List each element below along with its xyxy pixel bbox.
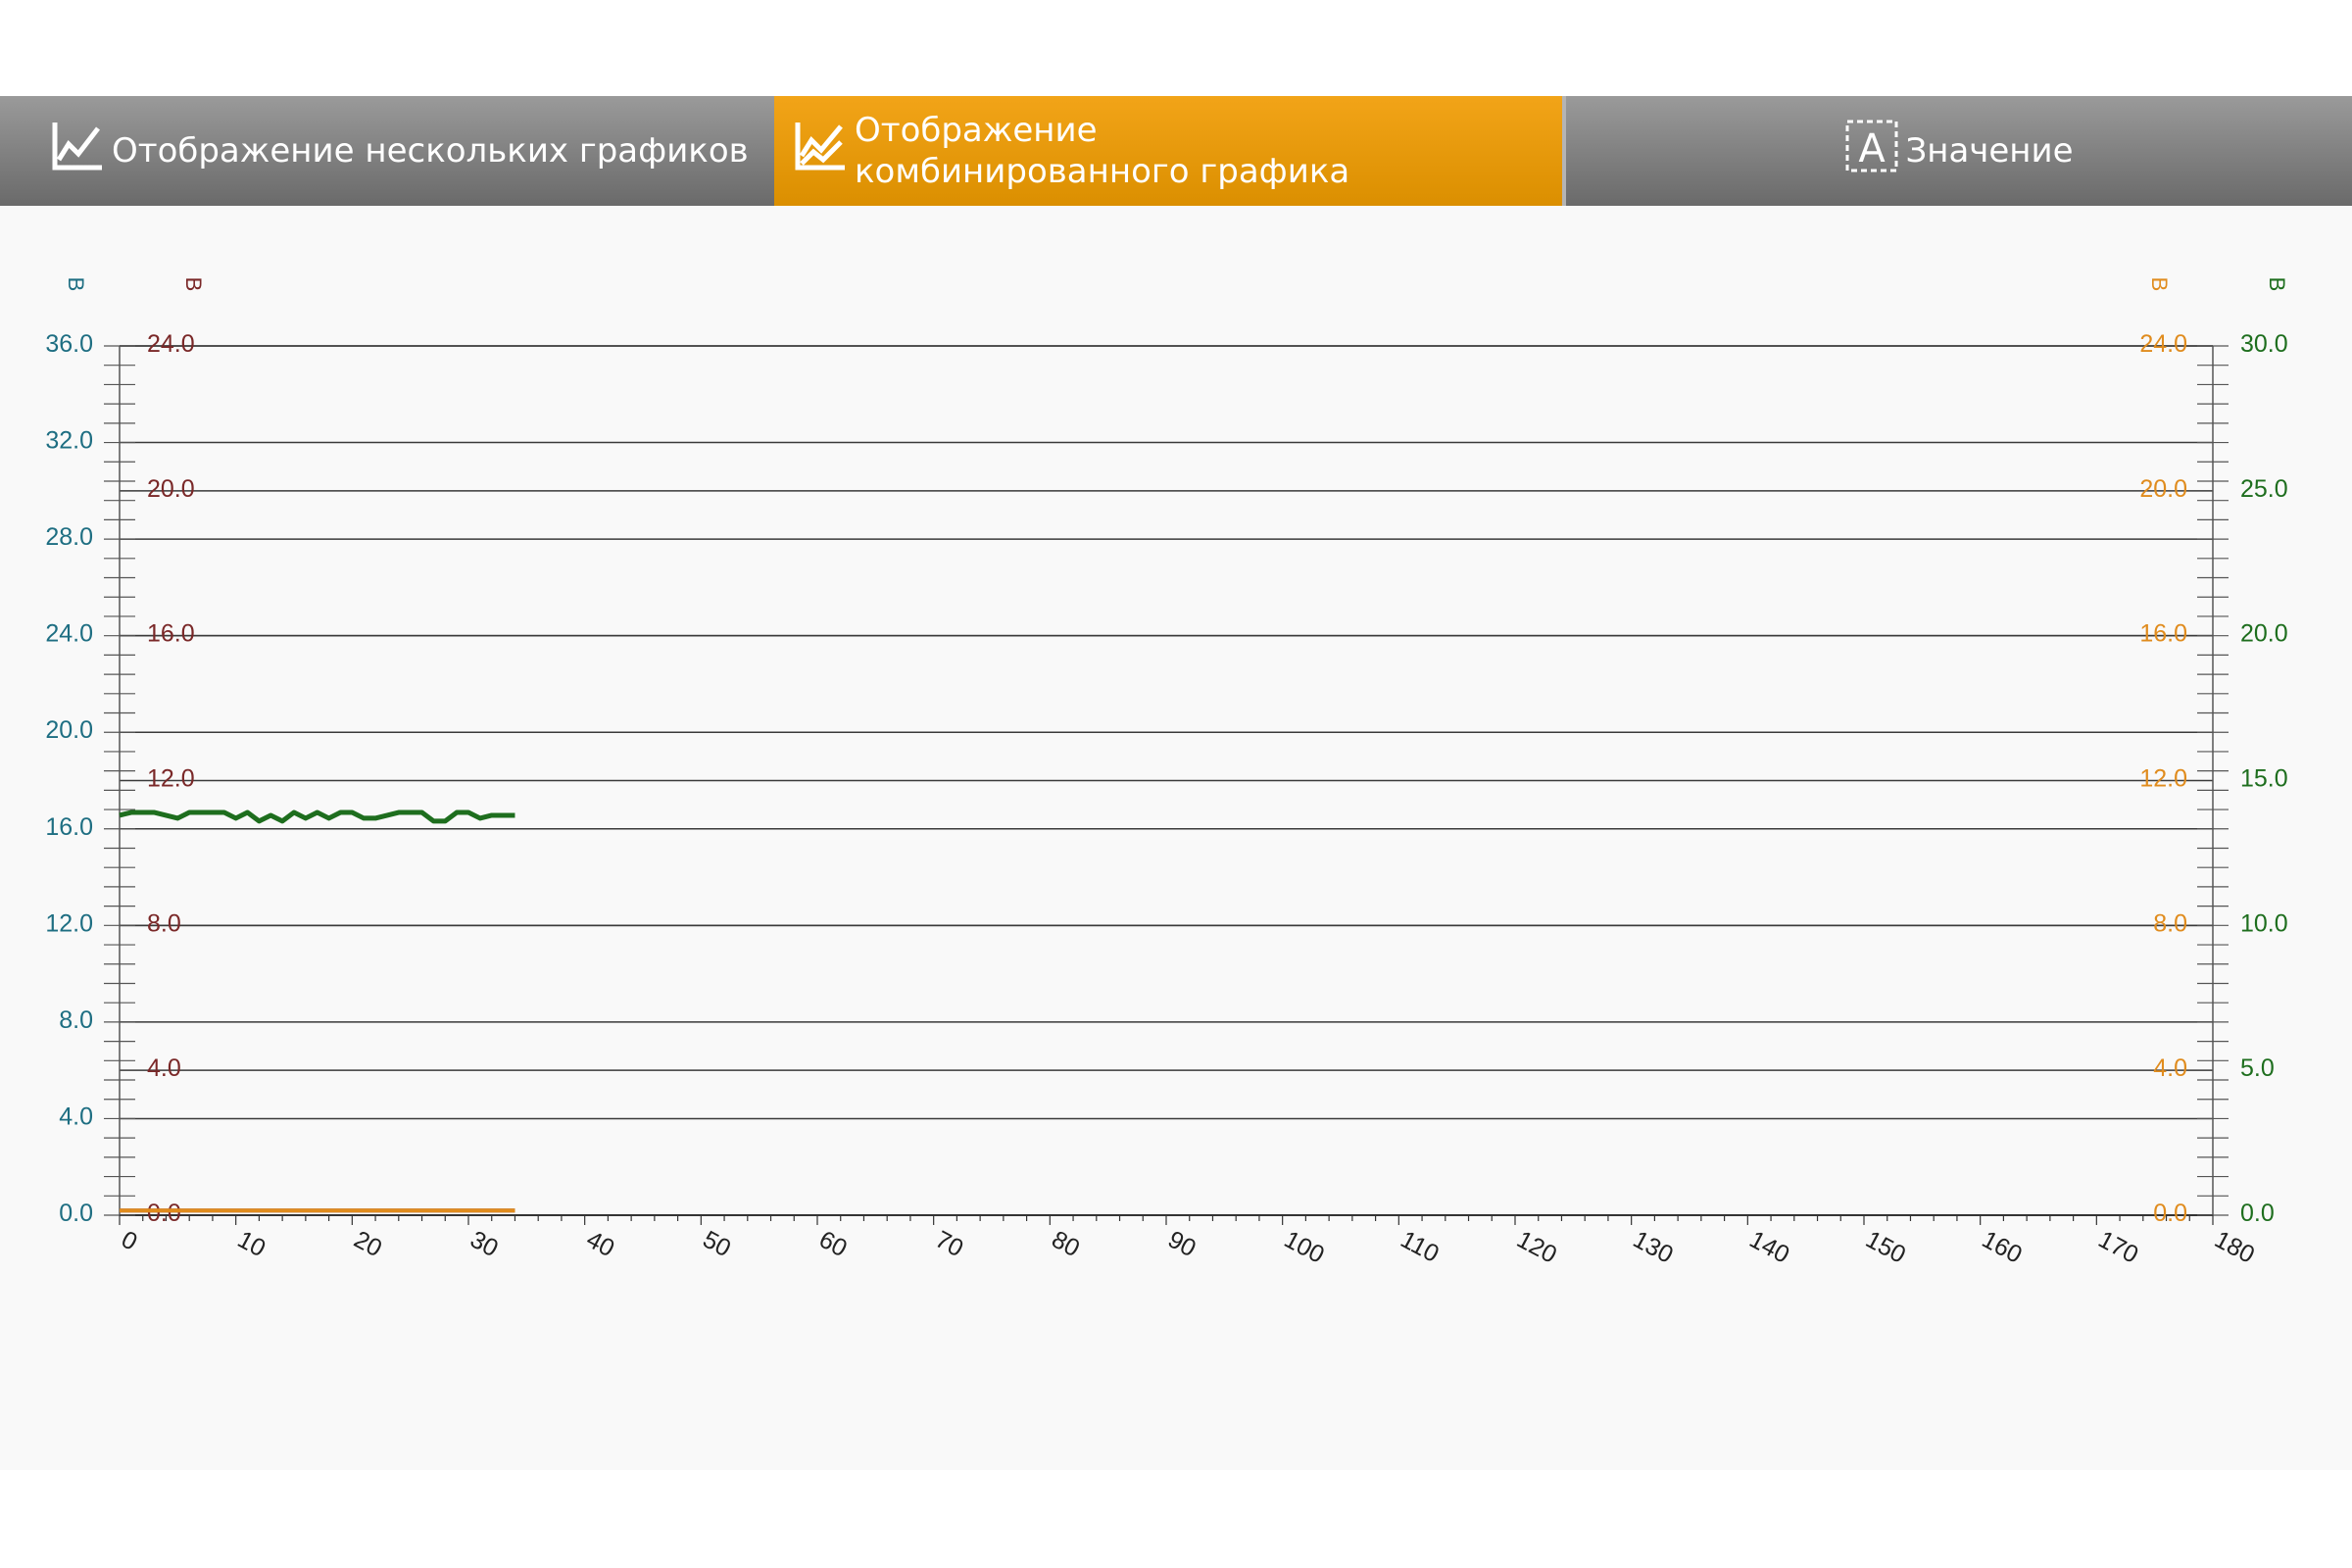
x-tick-label: 110 <box>1396 1226 1444 1268</box>
tab-divider <box>1562 96 1566 206</box>
y-tick-label: 16.0 <box>45 813 93 841</box>
chart-area: 0 10 20 30 40 50 60 70 80 90 100 110 120 130 140 150 160… <box>0 206 2352 1503</box>
y-tick-label: 24.0 <box>2139 330 2187 358</box>
x-tick-label: 160 <box>1978 1226 2027 1269</box>
y-tick-label: 8.0 <box>59 1006 93 1034</box>
y-tick-label: 20.0 <box>2139 475 2187 503</box>
tab-label: Значение <box>1905 131 2074 171</box>
y-axis-unit: В <box>64 277 88 292</box>
x-tick-label: 20 <box>350 1226 387 1263</box>
combined-chart-icon <box>792 119 855 183</box>
footer-space <box>0 1470 2352 1568</box>
y-tick-label: 12.0 <box>147 765 195 793</box>
y-tick-label: 0.0 <box>2240 1200 2275 1227</box>
y-tick-label: 12.0 <box>45 909 93 937</box>
x-tick-label: 40 <box>582 1226 619 1263</box>
y-tick-label: 36.0 <box>45 330 93 358</box>
svg-text:A: A <box>1859 126 1886 172</box>
y-tick-label: 16.0 <box>147 620 195 648</box>
y-axis-unit: В <box>181 277 206 292</box>
y-tick-label: 16.0 <box>2139 620 2187 648</box>
x-tick-label: 150 <box>1861 1226 1910 1269</box>
y-tick-label: 25.0 <box>2240 475 2288 503</box>
tab-label: Отображение нескольких графиков <box>112 131 749 171</box>
x-tick-label: 130 <box>1629 1226 1678 1269</box>
y-axis-unit: В <box>2265 277 2289 292</box>
y-tick-label: 20.0 <box>45 716 93 744</box>
tab-label: Отображение комбинированного графика <box>855 111 1350 191</box>
y-tick-label: 8.0 <box>2153 909 2187 937</box>
y-tick-label: 32.0 <box>45 427 93 455</box>
x-tick-label: 30 <box>466 1226 503 1263</box>
x-tick-label: 10 <box>233 1226 270 1263</box>
x-tick-label: 80 <box>1048 1226 1085 1263</box>
y-tick-label: 20.0 <box>2240 620 2288 648</box>
y-tick-label: 15.0 <box>2240 765 2288 793</box>
x-tick-label: 50 <box>699 1226 736 1263</box>
y-tick-label: 0.0 <box>147 1200 181 1227</box>
x-tick-label: 170 <box>2094 1226 2143 1269</box>
x-tick-label: 90 <box>1163 1226 1200 1263</box>
y-tick-label: 5.0 <box>2240 1054 2275 1082</box>
y-tick-label: 24.0 <box>45 620 93 648</box>
x-tick-label: 180 <box>2210 1226 2259 1269</box>
y-tick-label: 8.0 <box>147 909 181 937</box>
series-line-3 <box>119 809 515 824</box>
y-tick-label: 30.0 <box>2240 330 2288 358</box>
tab-multiple-charts[interactable]: Отображение нескольких графиков <box>0 96 774 206</box>
value-box-icon: A <box>1844 119 1905 183</box>
y-tick-label: 12.0 <box>2139 765 2187 793</box>
y-tick-label: 4.0 <box>59 1102 93 1130</box>
y-tick-label: 4.0 <box>2153 1054 2187 1082</box>
y-axis-unit: В <box>2147 277 2172 292</box>
y-tick-label: 20.0 <box>147 475 195 503</box>
x-tick-label: 100 <box>1280 1226 1329 1269</box>
x-tick-label: 140 <box>1745 1226 1794 1269</box>
tab-combined-chart[interactable]: Отображение комбинированного графика <box>774 96 1562 206</box>
y-tick-label: 24.0 <box>147 330 195 358</box>
combined-chart: 0 10 20 30 40 50 60 70 80 90 100 110 120 130 140 150 160… <box>45 277 2289 1269</box>
tab-value[interactable]: A Значение <box>1566 96 2352 206</box>
x-tick-label: 120 <box>1512 1226 1561 1269</box>
y-tick-label: 0.0 <box>59 1200 93 1227</box>
x-tick-label: 0 <box>117 1226 141 1256</box>
line-chart-icon <box>49 119 112 183</box>
y-tick-label: 28.0 <box>45 523 93 551</box>
x-tick-label: 60 <box>814 1226 852 1263</box>
x-tick-label: 70 <box>931 1226 968 1263</box>
y-tick-label: 4.0 <box>147 1054 181 1082</box>
y-tick-label: 0.0 <box>2153 1200 2187 1227</box>
y-tick-label: 10.0 <box>2240 909 2288 937</box>
tab-bar: Отображение нескольких графиков Отображе… <box>0 96 2352 206</box>
